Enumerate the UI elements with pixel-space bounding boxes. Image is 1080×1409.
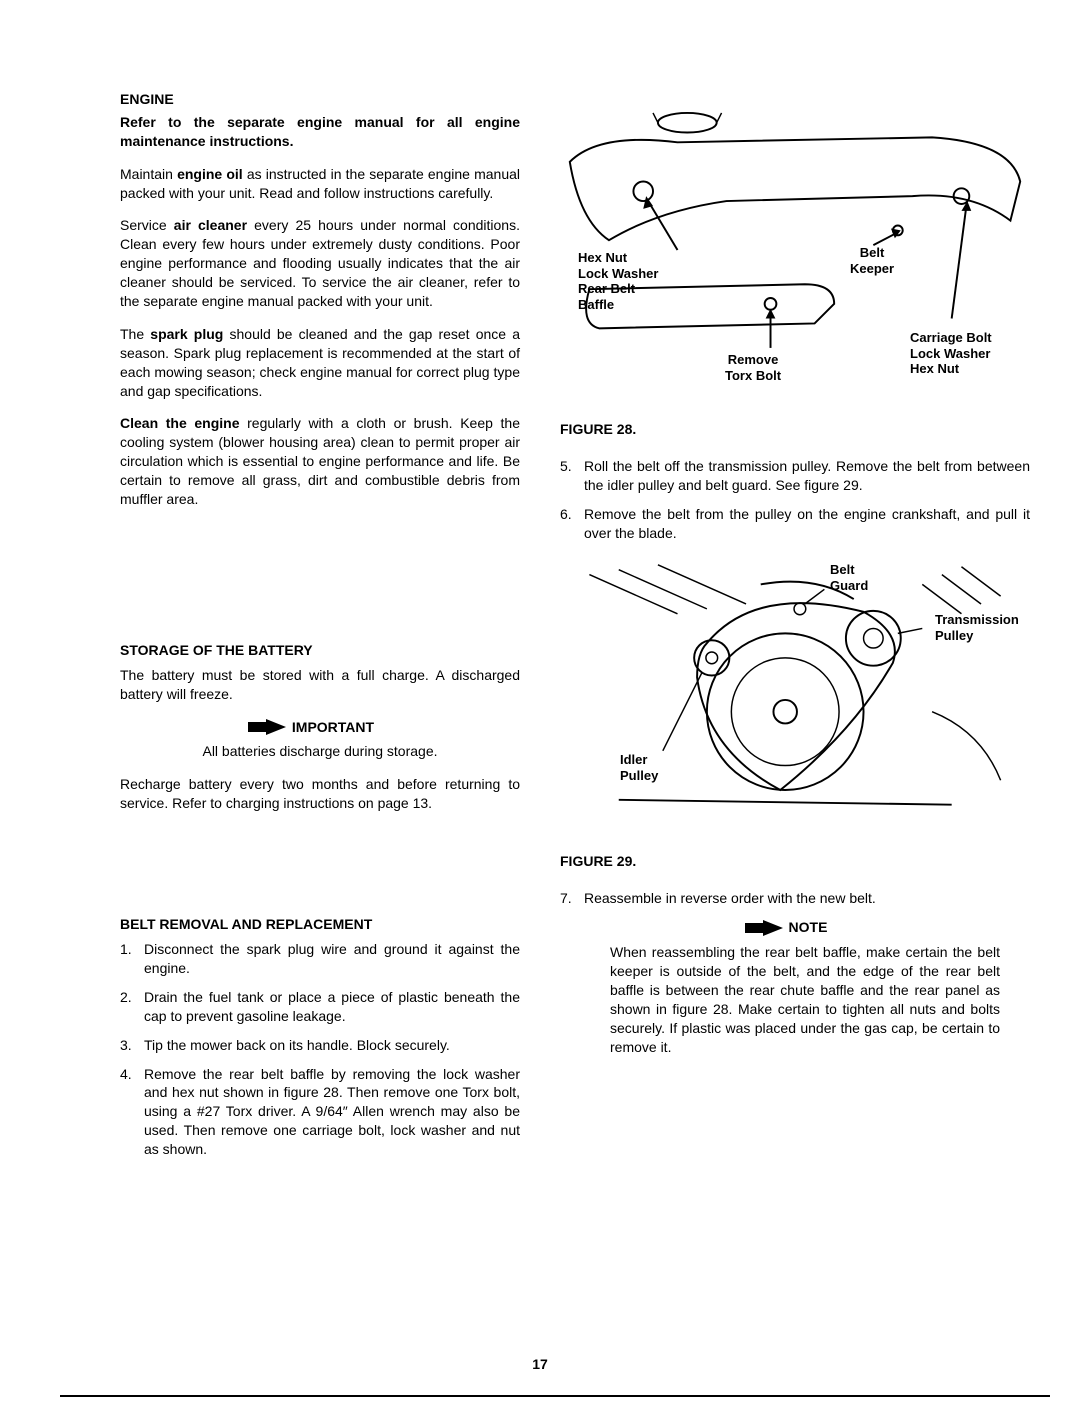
fig28-label-hexnut: Hex Nut Lock Washer Rear Belt Baffle (578, 250, 658, 312)
engine-oil-paragraph: Maintain engine oil as instructed in the… (120, 165, 520, 203)
fig29-label-beltguard: Belt Guard (830, 562, 868, 593)
arrow-icon (266, 719, 286, 735)
list-item: 3.Tip the mower back on its handle. Bloc… (120, 1036, 520, 1055)
storage-p3: Recharge battery every two months and be… (120, 775, 520, 813)
list-item: 1.Disconnect the spark plug wire and gro… (120, 940, 520, 978)
list-item: 6.Remove the belt from the pulley on the… (560, 505, 1030, 543)
note-callout: NOTE (560, 918, 1030, 937)
list-item: 2.Drain the fuel tank or place a piece o… (120, 988, 520, 1026)
fig29-label-transpulley: Transmission Pulley (935, 612, 1019, 643)
fig28-label-remove: Remove Torx Bolt (725, 352, 781, 383)
fig28-label-beltkeeper: Belt Keeper (850, 245, 894, 276)
clean-engine-paragraph: Clean the engine regularly with a cloth … (120, 414, 520, 508)
bottom-rule (60, 1395, 1050, 1397)
figure-29-caption: FIGURE 29. (560, 852, 1030, 871)
list-item: 4.Remove the rear belt baffle by removin… (120, 1065, 520, 1159)
note-body: When reassembling the rear belt baffle, … (560, 943, 1030, 1056)
belt-heading: BELT REMOVAL AND REPLACEMENT (120, 915, 520, 934)
fig28-label-carriage: Carriage Bolt Lock Washer Hex Nut (910, 330, 992, 377)
spark-plug-paragraph: The spark plug should be cleaned and the… (120, 325, 520, 401)
engine-subheading: Refer to the separate engine manual for … (120, 113, 520, 151)
figure-28-caption: FIGURE 28. (560, 420, 1030, 439)
list-item: 5.Roll the belt off the transmission pul… (560, 457, 1030, 495)
page-number: 17 (532, 1355, 548, 1374)
arrow-icon (763, 920, 783, 936)
storage-p2: All batteries discharge during storage. (120, 742, 520, 761)
important-callout: IMPORTANT (120, 718, 520, 737)
storage-p1: The battery must be stored with a full c… (120, 666, 520, 704)
air-cleaner-paragraph: Service air cleaner every 25 hours under… (120, 216, 520, 310)
list-item: 7.Reassemble in reverse order with the n… (560, 889, 1030, 908)
fig29-label-idler: Idler Pulley (620, 752, 658, 783)
belt-steps-list: 1.Disconnect the spark plug wire and gro… (120, 940, 520, 1159)
belt-steps-list-7: 7.Reassemble in reverse order with the n… (560, 889, 1030, 908)
figure-29: Belt Guard Transmission Pulley Idler Pul… (560, 552, 1030, 842)
storage-heading: STORAGE OF THE BATTERY (120, 641, 520, 660)
belt-steps-list-cont: 5.Roll the belt off the transmission pul… (560, 457, 1030, 543)
engine-heading: ENGINE (120, 90, 520, 109)
figure-28: Hex Nut Lock Washer Rear Belt Baffle Rem… (560, 90, 1030, 410)
